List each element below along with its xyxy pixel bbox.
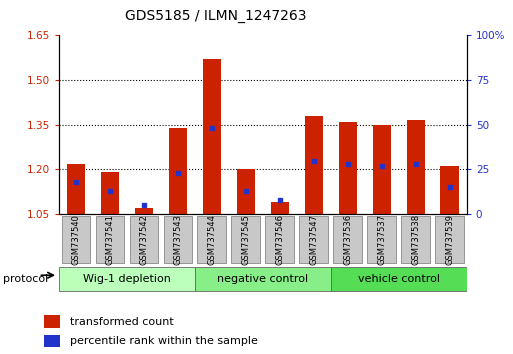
FancyBboxPatch shape bbox=[265, 216, 294, 263]
FancyBboxPatch shape bbox=[129, 216, 159, 263]
FancyBboxPatch shape bbox=[198, 216, 226, 263]
Text: GSM737544: GSM737544 bbox=[207, 214, 216, 265]
Bar bbox=[406, 120, 425, 214]
FancyBboxPatch shape bbox=[367, 216, 397, 263]
FancyBboxPatch shape bbox=[59, 267, 195, 291]
Bar bbox=[236, 170, 255, 214]
Bar bbox=[441, 166, 459, 214]
Bar bbox=[169, 128, 187, 214]
Text: GSM737546: GSM737546 bbox=[275, 214, 284, 265]
Bar bbox=[270, 202, 289, 214]
Text: GSM737542: GSM737542 bbox=[140, 214, 148, 265]
Bar bbox=[101, 172, 120, 214]
Text: GSM737543: GSM737543 bbox=[173, 214, 183, 265]
Bar bbox=[67, 164, 85, 214]
FancyBboxPatch shape bbox=[195, 267, 331, 291]
Bar bbox=[203, 59, 221, 214]
Text: negative control: negative control bbox=[218, 274, 308, 284]
FancyBboxPatch shape bbox=[436, 216, 464, 263]
Bar bbox=[44, 315, 61, 328]
Bar bbox=[305, 116, 323, 214]
Text: GSM737547: GSM737547 bbox=[309, 214, 319, 265]
FancyBboxPatch shape bbox=[300, 216, 328, 263]
Text: Wig-1 depletion: Wig-1 depletion bbox=[83, 274, 171, 284]
Text: vehicle control: vehicle control bbox=[358, 274, 440, 284]
Text: GSM737545: GSM737545 bbox=[242, 214, 250, 265]
FancyBboxPatch shape bbox=[62, 216, 90, 263]
FancyBboxPatch shape bbox=[331, 267, 467, 291]
Text: transformed count: transformed count bbox=[70, 316, 173, 327]
Text: GSM737538: GSM737538 bbox=[411, 214, 420, 265]
FancyBboxPatch shape bbox=[231, 216, 261, 263]
Text: protocol: protocol bbox=[3, 274, 48, 284]
Bar bbox=[44, 335, 61, 347]
FancyBboxPatch shape bbox=[333, 216, 362, 263]
Text: GSM737540: GSM737540 bbox=[71, 214, 81, 265]
Text: GSM737541: GSM737541 bbox=[106, 214, 114, 265]
FancyBboxPatch shape bbox=[401, 216, 430, 263]
Text: GDS5185 / ILMN_1247263: GDS5185 / ILMN_1247263 bbox=[125, 9, 306, 23]
Text: GSM737536: GSM737536 bbox=[343, 214, 352, 265]
Text: GSM737539: GSM737539 bbox=[445, 214, 455, 265]
Bar bbox=[339, 122, 357, 214]
FancyBboxPatch shape bbox=[95, 216, 125, 263]
Text: percentile rank within the sample: percentile rank within the sample bbox=[70, 336, 258, 346]
Bar bbox=[134, 208, 153, 214]
FancyBboxPatch shape bbox=[164, 216, 192, 263]
Text: GSM737537: GSM737537 bbox=[378, 214, 386, 265]
Bar bbox=[372, 125, 391, 214]
